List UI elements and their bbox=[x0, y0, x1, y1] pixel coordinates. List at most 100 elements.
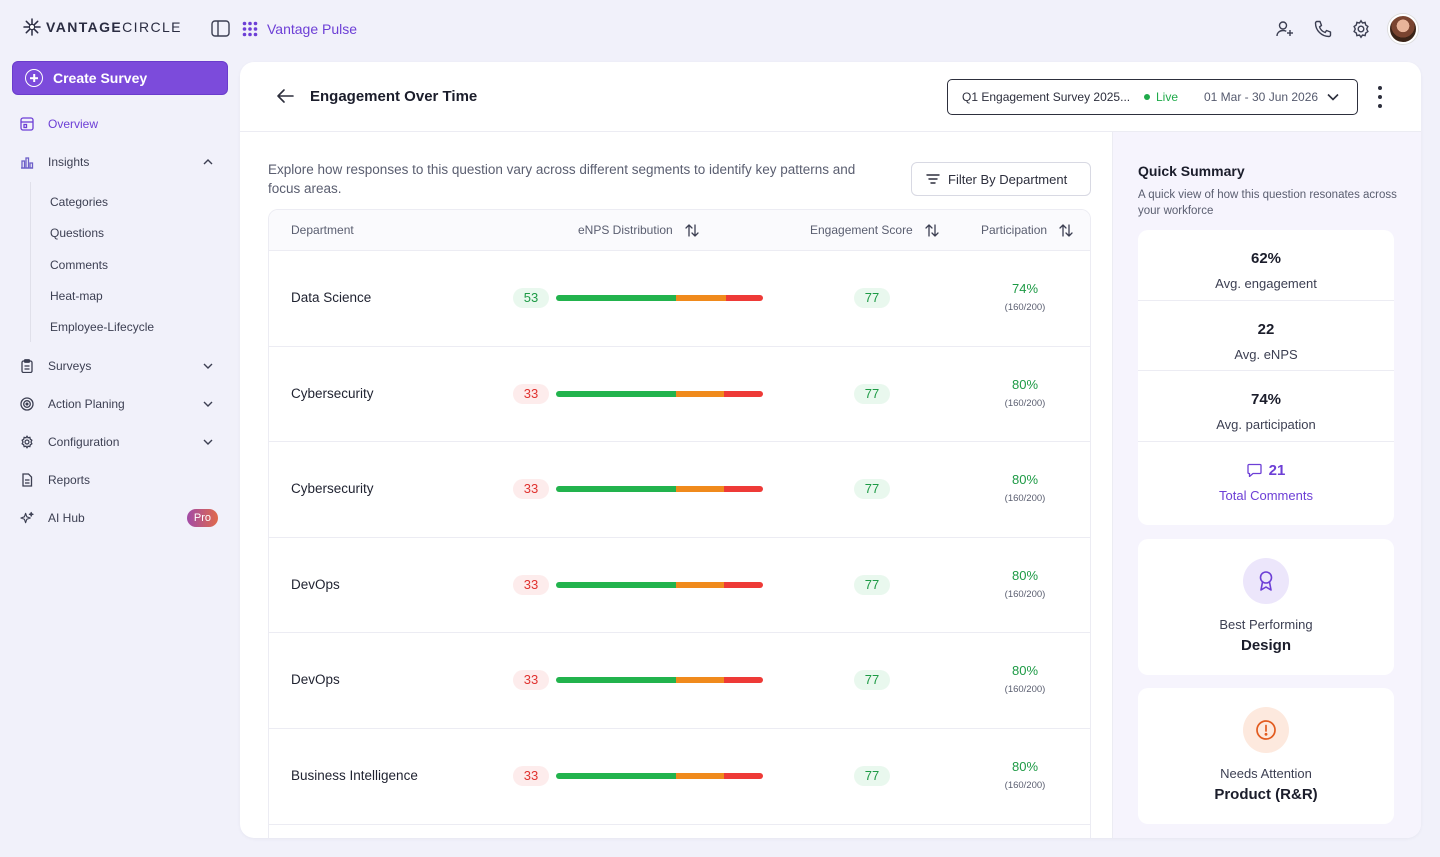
enps-score-badge: 33 bbox=[513, 574, 549, 595]
bar-chart-icon bbox=[20, 155, 34, 169]
enps-score-badge: 33 bbox=[513, 670, 549, 691]
participation-percent: 80% bbox=[1011, 472, 1039, 488]
participation-count: (160/200) bbox=[1004, 588, 1046, 600]
column-header-participation[interactable]: Participation bbox=[981, 223, 1073, 237]
sidebar-subitem-heat-map[interactable]: Heat-map bbox=[50, 289, 103, 303]
participation-count: (160/200) bbox=[1004, 779, 1046, 791]
sidebar-toggle-icon[interactable] bbox=[211, 20, 230, 37]
participation-percent: 74% bbox=[1011, 281, 1039, 296]
clipboard-icon bbox=[20, 359, 34, 373]
sidebar-item-reports[interactable]: Reports bbox=[20, 470, 220, 490]
passives-segment bbox=[676, 581, 724, 588]
best-performing-value: Design bbox=[1240, 637, 1291, 654]
summary-subtitle: A quick view of how this question resona… bbox=[1138, 189, 1397, 217]
table-row[interactable]: Business Intelligence 33 77 80% (160/200) bbox=[269, 729, 1090, 825]
award-icon bbox=[1243, 558, 1289, 604]
column-header-department[interactable]: Department bbox=[291, 223, 354, 237]
live-label: Live bbox=[1156, 90, 1179, 104]
participation-cell: 74% (160/200) bbox=[989, 281, 1061, 313]
app-grid-icon[interactable] bbox=[242, 21, 258, 37]
stat-avg-participation: 74% Avg. participation bbox=[1138, 371, 1394, 442]
enps-distribution-bar bbox=[556, 295, 763, 301]
table-row[interactable]: Cybersecurity 33 77 80% (160/200) bbox=[269, 442, 1090, 538]
summary-stats-card: 62% Avg. engagement 22 Avg. eNPS 74% Avg… bbox=[1138, 230, 1394, 525]
filter-by-department-button[interactable]: Filter By Department bbox=[911, 162, 1091, 196]
overview-icon bbox=[20, 117, 34, 131]
promoters-segment bbox=[556, 772, 677, 779]
plus-circle-icon bbox=[25, 69, 43, 87]
needs-attention-label: Needs Attention bbox=[1220, 766, 1312, 781]
table-row[interactable]: DevOps 33 77 80% (160/200) bbox=[269, 633, 1090, 729]
chevron-down-icon bbox=[203, 439, 213, 445]
settings-gear-icon[interactable] bbox=[1350, 18, 1372, 40]
sidebar-subitem-categories[interactable]: Categories bbox=[50, 195, 109, 209]
engagement-score-badge: 77 bbox=[854, 479, 890, 500]
participation-cell: 80% (160/200) bbox=[989, 377, 1061, 409]
create-survey-button[interactable]: Create Survey bbox=[12, 61, 228, 95]
submenu-line bbox=[30, 182, 31, 342]
promoters-segment bbox=[556, 677, 677, 684]
engagement-score-badge: 77 bbox=[854, 383, 890, 404]
sidebar-subitem-employee-lifecycle[interactable]: Employee-Lifecycle bbox=[50, 320, 155, 334]
sidebar-subitem-questions[interactable]: Questions bbox=[50, 226, 105, 240]
stat-value: 62% bbox=[1250, 250, 1282, 267]
stat-avg-engagement: 62% Avg. engagement bbox=[1138, 230, 1394, 301]
vantage-circle-logo[interactable]: VANTAGECIRCLE bbox=[22, 17, 182, 37]
stat-total-comments[interactable]: 21 Total Comments bbox=[1138, 442, 1394, 513]
chevron-up-icon bbox=[203, 159, 213, 165]
back-arrow-icon[interactable] bbox=[276, 88, 294, 104]
app-name[interactable]: Vantage Pulse bbox=[267, 21, 358, 37]
engagement-score-badge: 77 bbox=[854, 574, 890, 595]
user-avatar[interactable] bbox=[1388, 14, 1418, 44]
sidebar-item-configuration[interactable]: Configuration bbox=[20, 432, 220, 452]
participation-cell: 80% (160/200) bbox=[989, 472, 1061, 504]
sort-icon[interactable] bbox=[685, 223, 699, 237]
promoters-segment bbox=[556, 486, 677, 493]
sort-icon[interactable] bbox=[1059, 223, 1073, 237]
comment-icon bbox=[1247, 463, 1262, 477]
filter-icon bbox=[926, 174, 940, 184]
table-header: Department eNPS Distribution Engagement … bbox=[269, 210, 1090, 251]
chevron-down-icon bbox=[203, 363, 213, 369]
chevron-down-icon bbox=[1327, 93, 1339, 101]
participation-cell: 80% (160/200) bbox=[989, 568, 1061, 600]
sidebar-subitem-comments[interactable]: Comments bbox=[50, 258, 109, 272]
survey-select-dropdown[interactable]: Q1 Engagement Survey 2025... Live 01 Mar… bbox=[947, 79, 1358, 115]
survey-name: Q1 Engagement Survey 2025... bbox=[962, 90, 1131, 104]
stat-avg-enps: 22 Avg. eNPS bbox=[1138, 301, 1394, 371]
table-row[interactable]: Data Science 53 77 74% (160/200) bbox=[269, 251, 1090, 347]
detractors-segment bbox=[723, 581, 763, 588]
promoters-segment bbox=[556, 581, 677, 588]
column-label: eNPS Distribution bbox=[578, 223, 673, 237]
engagement-score-badge: 77 bbox=[854, 288, 890, 308]
detractors-segment bbox=[723, 772, 763, 779]
sidebar-item-surveys[interactable]: Surveys bbox=[20, 356, 220, 376]
table-row[interactable]: Cybersecurity 33 77 80% (160/200) bbox=[269, 347, 1090, 443]
sidebar-item-label: Overview bbox=[48, 117, 99, 131]
best-performing-card: Best Performing Design bbox=[1138, 539, 1394, 675]
participation-count: (160/200) bbox=[1004, 397, 1046, 409]
stat-label: Total Comments bbox=[1219, 487, 1313, 503]
more-options-icon[interactable] bbox=[1377, 86, 1383, 108]
page-title: Engagement Over Time bbox=[310, 88, 478, 105]
column-header-enps[interactable]: eNPS Distribution bbox=[578, 223, 699, 237]
enps-score-badge: 53 bbox=[513, 288, 549, 308]
best-performing-label: Best Performing bbox=[1219, 617, 1313, 632]
stat-label: Avg. engagement bbox=[1215, 276, 1317, 291]
phone-icon[interactable] bbox=[1312, 18, 1334, 40]
sidebar-item-action-planing[interactable]: Action Planing bbox=[20, 394, 220, 414]
sort-icon[interactable] bbox=[925, 223, 939, 237]
alert-icon bbox=[1243, 707, 1289, 753]
sidebar-item-label: Configuration bbox=[48, 435, 120, 449]
sidebar-item-overview[interactable]: Overview bbox=[20, 114, 220, 134]
column-header-engagement[interactable]: Engagement Score bbox=[810, 223, 939, 237]
sidebar-item-ai-hub[interactable]: AI Hub Pro bbox=[20, 508, 220, 528]
table-row[interactable]: DevOps 33 77 80% (160/200) bbox=[269, 538, 1090, 634]
stat-value: 22 bbox=[1257, 320, 1275, 338]
enps-distribution-bar bbox=[556, 486, 763, 493]
sidebar-item-insights[interactable]: Insights bbox=[20, 152, 220, 172]
add-user-icon[interactable] bbox=[1274, 18, 1296, 40]
enps-distribution-bar bbox=[556, 772, 763, 779]
passives-segment bbox=[676, 390, 724, 397]
needs-attention-card: Needs Attention Product (R&R) bbox=[1138, 688, 1394, 824]
